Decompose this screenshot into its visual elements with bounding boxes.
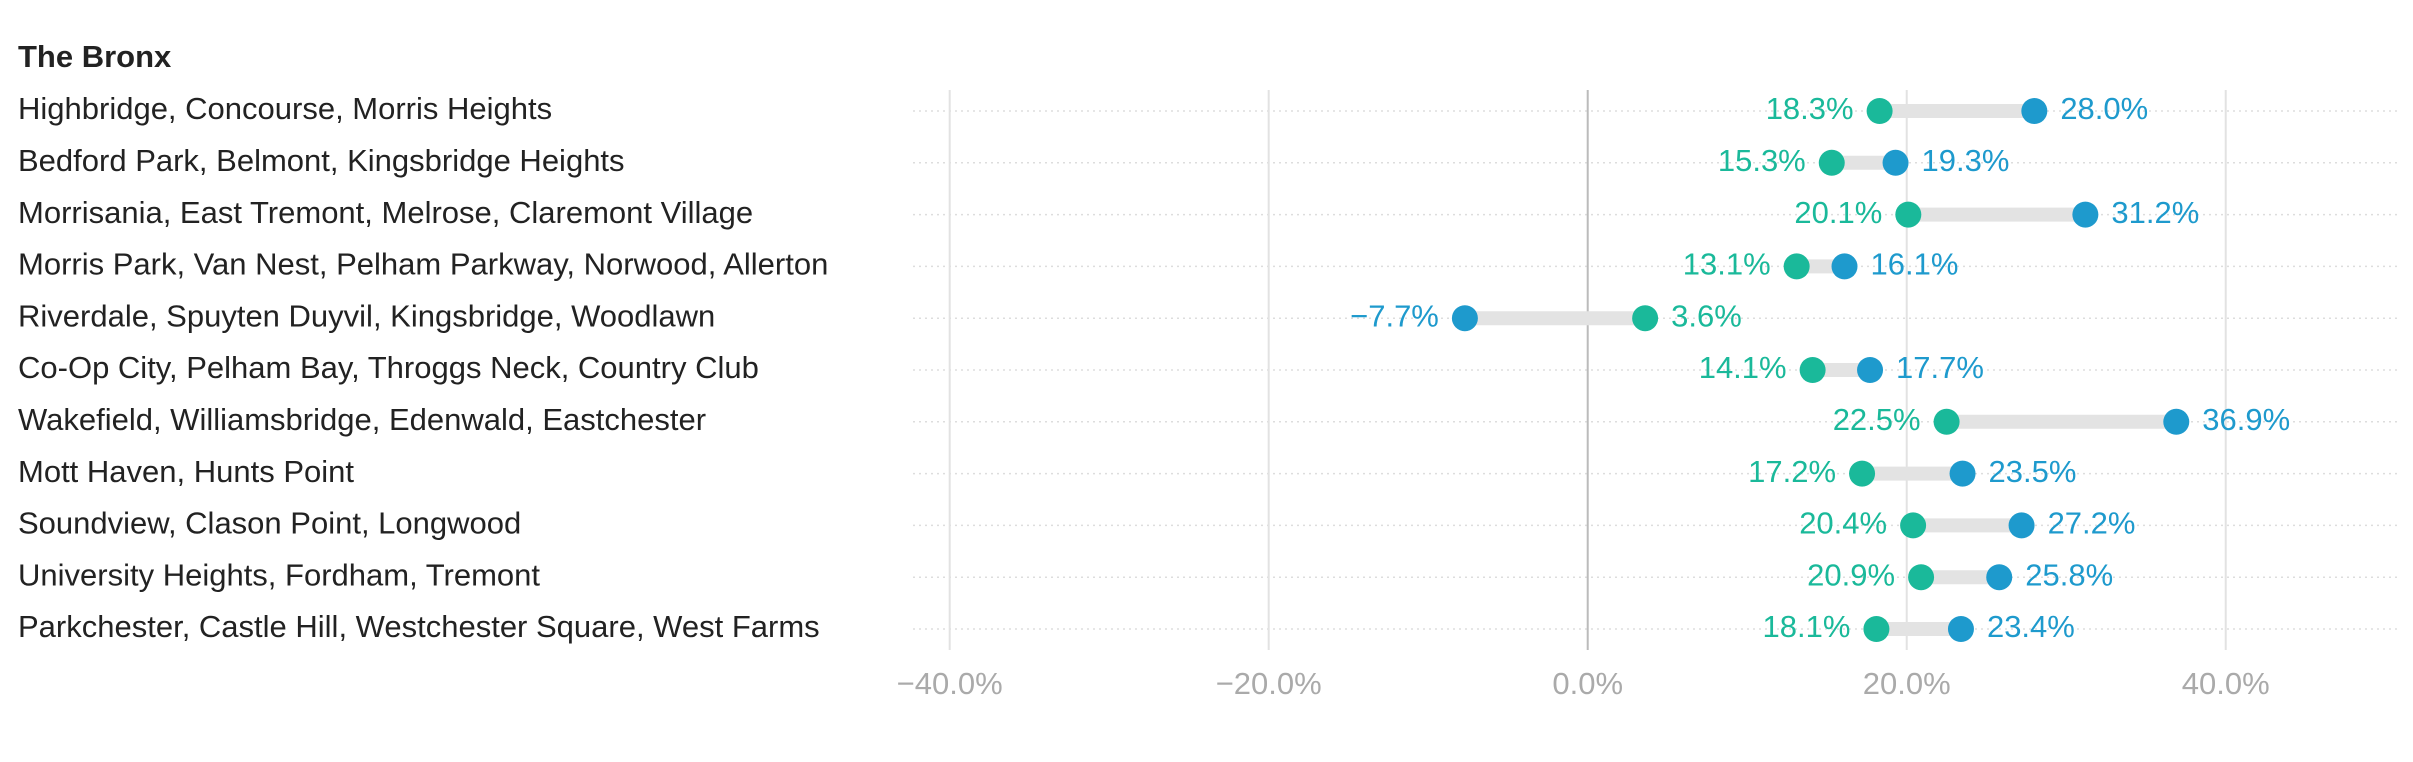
dot bbox=[1908, 564, 1935, 591]
dot bbox=[1849, 460, 1876, 487]
dot bbox=[1986, 564, 2013, 591]
dot bbox=[2021, 98, 2048, 124]
dot bbox=[1632, 305, 1659, 332]
dot bbox=[1799, 357, 1826, 383]
dot bbox=[1857, 357, 1884, 383]
dot bbox=[2072, 201, 2099, 228]
value-label: −7.7% bbox=[1350, 298, 1439, 333]
value-label: 20.4% bbox=[1799, 506, 1887, 541]
dot bbox=[1866, 98, 1893, 124]
value-label: 23.5% bbox=[1989, 454, 2077, 489]
value-label: 18.1% bbox=[1763, 609, 1851, 644]
value-label: 17.2% bbox=[1748, 454, 1836, 489]
dot bbox=[1863, 616, 1890, 642]
x-tick-label: −40.0% bbox=[897, 666, 1003, 701]
y-tick-label: Morrisania, East Tremont, Melrose, Clare… bbox=[18, 195, 753, 230]
dot bbox=[2008, 512, 2035, 539]
chart-title: The Bronx bbox=[18, 39, 172, 74]
value-label: 28.0% bbox=[2060, 91, 2148, 126]
dot bbox=[1783, 253, 1810, 280]
dot bbox=[1933, 408, 1960, 435]
value-label: 15.3% bbox=[1718, 143, 1806, 178]
dot bbox=[1451, 305, 1478, 332]
value-label: 25.8% bbox=[2025, 557, 2113, 592]
y-tick-label: Bedford Park, Belmont, Kingsbridge Heigh… bbox=[18, 143, 625, 178]
value-label: 20.1% bbox=[1794, 195, 1882, 230]
y-tick-label: Mott Haven, Hunts Point bbox=[18, 454, 354, 489]
value-label: 20.9% bbox=[1807, 557, 1895, 592]
x-tick-label: 0.0% bbox=[1552, 666, 1623, 701]
y-tick-label: Riverdale, Spuyten Duyvil, Kingsbridge, … bbox=[18, 298, 715, 333]
dot bbox=[1882, 149, 1909, 176]
dot bbox=[2163, 408, 2190, 435]
value-label: 22.5% bbox=[1833, 402, 1921, 437]
y-tick-label: Co-Op City, Pelham Bay, Throggs Neck, Co… bbox=[18, 350, 759, 385]
x-tick-label: 40.0% bbox=[2182, 666, 2270, 701]
value-label: 19.3% bbox=[1922, 143, 2010, 178]
y-tick-label: Soundview, Clason Point, Longwood bbox=[18, 506, 521, 541]
value-label: 16.1% bbox=[1871, 247, 1959, 282]
y-tick-label: University Heights, Fordham, Tremont bbox=[18, 557, 540, 592]
dot bbox=[1818, 149, 1845, 176]
x-tick-label: 20.0% bbox=[1863, 666, 1951, 701]
dot bbox=[1947, 616, 1974, 642]
value-label: 36.9% bbox=[2202, 402, 2290, 437]
value-label: 14.1% bbox=[1699, 350, 1787, 385]
y-tick-label: Highbridge, Concourse, Morris Heights bbox=[18, 91, 552, 126]
value-label: 3.6% bbox=[1671, 298, 1742, 333]
y-tick-label: Wakefield, Williamsbridge, Edenwald, Eas… bbox=[18, 402, 706, 437]
y-tick-label: Parkchester, Castle Hill, Westchester Sq… bbox=[18, 609, 820, 644]
dot bbox=[1949, 460, 1976, 487]
value-label: 17.7% bbox=[1896, 350, 1984, 385]
value-label: 27.2% bbox=[2048, 506, 2136, 541]
dot bbox=[1895, 201, 1922, 228]
dot bbox=[1900, 512, 1927, 539]
x-tick-label: −20.0% bbox=[1216, 666, 1322, 701]
value-label: 13.1% bbox=[1683, 247, 1771, 282]
value-label: 23.4% bbox=[1987, 609, 2075, 644]
dot bbox=[1831, 253, 1858, 280]
value-label: 18.3% bbox=[1766, 91, 1854, 126]
value-label: 31.2% bbox=[2111, 195, 2199, 230]
y-tick-label: Morris Park, Van Nest, Pelham Parkway, N… bbox=[18, 247, 828, 282]
